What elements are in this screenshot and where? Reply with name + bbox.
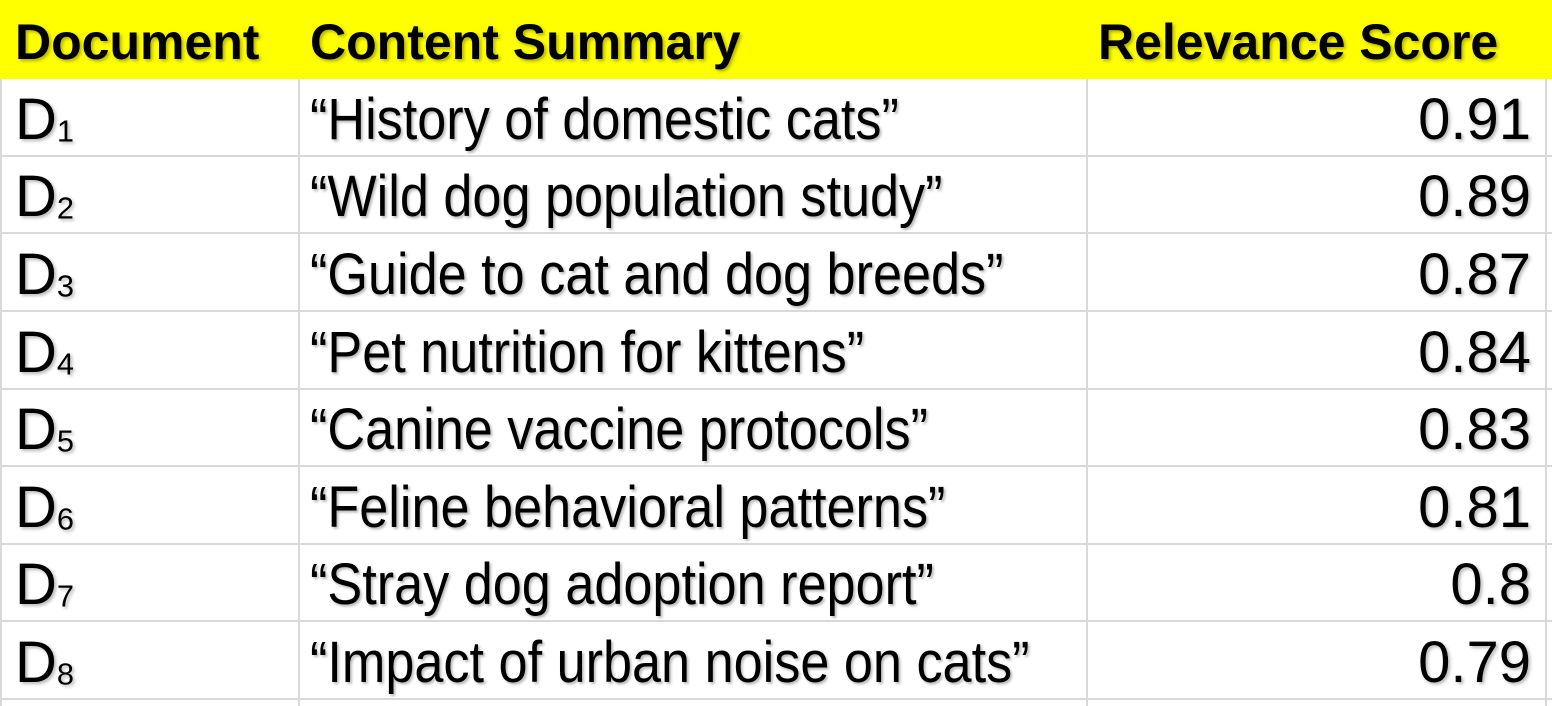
column-header-document: Document	[0, 0, 300, 79]
content-summary-cell: “Feline behavioral patterns”	[300, 467, 1088, 545]
table-row-sliver-cell	[1547, 389, 1552, 468]
document-id: D5	[15, 397, 74, 463]
content-summary-cell: “Impact of urban noise on cats”	[300, 622, 1088, 700]
document-id: D8	[15, 630, 74, 695]
content-summary-cell: “Guide to cat and dog breeds”	[300, 234, 1088, 312]
document-id-cell: D3	[0, 234, 300, 312]
document-id-cell: D7	[0, 544, 300, 623]
document-id: D6	[15, 474, 74, 540]
document-id-subscript: 6	[56, 501, 74, 537]
relevance-score-cell: 0.84	[1088, 311, 1547, 390]
relevance-score-value: 0.79	[1418, 630, 1531, 695]
document-id-cell: D5	[0, 389, 300, 468]
document-id: D4	[15, 319, 74, 385]
relevance-score-cell: 0.87	[1088, 234, 1547, 312]
document-id-cell: D6	[0, 467, 300, 545]
relevance-score-value: 0.81	[1418, 474, 1531, 540]
relevance-score-cell: 0.79	[1088, 622, 1547, 700]
content-summary-text: “Guide to cat and dog breeds”	[310, 241, 1004, 307]
table-row-sliver-cell	[1547, 311, 1552, 390]
content-summary-text: “Feline behavioral patterns”	[310, 474, 946, 540]
document-id-cell: D2	[0, 156, 300, 235]
content-summary-text: “Pet nutrition for kittens”	[310, 319, 865, 385]
cutoff-row-sliver-cell	[1547, 700, 1552, 706]
relevance-score-value: 0.89	[1418, 164, 1531, 230]
table-row-sliver-cell	[1547, 544, 1552, 623]
content-summary-text: “Impact of urban noise on cats”	[310, 630, 1030, 695]
document-id: D7	[15, 552, 74, 618]
relevance-score-cell: 0.81	[1088, 467, 1547, 545]
content-summary-cell: “Wild dog population study”	[300, 156, 1088, 235]
column-header-relevance-score: Relevance Score	[1088, 0, 1552, 79]
document-id-subscript: 1	[56, 113, 74, 149]
column-header-content-summary: Content Summary	[300, 0, 1088, 79]
cutoff-row-score-cell	[1088, 700, 1547, 706]
relevance-score-cell: 0.83	[1088, 389, 1547, 468]
relevance-score-cell: 0.91	[1088, 79, 1547, 157]
document-id-cell: D4	[0, 311, 300, 390]
relevance-score-value: 0.83	[1418, 397, 1531, 463]
content-summary-cell: “Canine vaccine protocols”	[300, 389, 1088, 468]
relevance-score-value: 0.8	[1450, 552, 1531, 618]
document-id-subscript: 5	[56, 423, 74, 459]
relevance-score-cell: 0.89	[1088, 156, 1547, 235]
relevance-score-value: 0.84	[1418, 319, 1531, 385]
cutoff-row-document-cell	[0, 700, 300, 706]
table-row-sliver-cell	[1547, 156, 1552, 235]
table-row-sliver-cell	[1547, 234, 1552, 312]
content-summary-text: “Canine vaccine protocols”	[310, 397, 928, 463]
table-row-sliver-cell	[1547, 79, 1552, 157]
document-id: D2	[15, 164, 74, 230]
document-id: D3	[15, 241, 74, 307]
document-id-subscript: 4	[56, 345, 74, 381]
content-summary-cell: “History of domestic cats”	[300, 79, 1088, 157]
content-summary-cell: “Stray dog adoption report”	[300, 544, 1088, 623]
cutoff-row-summary-cell	[300, 700, 1088, 706]
document-id-subscript: 7	[56, 578, 74, 614]
content-summary-text: “History of domestic cats”	[310, 86, 899, 152]
document-id-subscript: 2	[56, 190, 74, 226]
table-row-sliver-cell	[1547, 622, 1552, 700]
document-id-cell: D8	[0, 622, 300, 700]
document-id-cell: D1	[0, 79, 300, 157]
table-row-sliver-cell	[1547, 467, 1552, 545]
content-summary-cell: “Pet nutrition for kittens”	[300, 311, 1088, 390]
relevance-score-value: 0.87	[1418, 241, 1531, 307]
document-id-subscript: 8	[56, 656, 74, 692]
content-summary-text: “Stray dog adoption report”	[310, 552, 934, 618]
document-id: D1	[15, 86, 74, 152]
relevance-score-cell: 0.8	[1088, 544, 1547, 623]
content-summary-text: “Wild dog population study”	[310, 164, 943, 230]
relevance-score-value: 0.91	[1418, 86, 1531, 152]
document-id-subscript: 3	[56, 268, 74, 304]
